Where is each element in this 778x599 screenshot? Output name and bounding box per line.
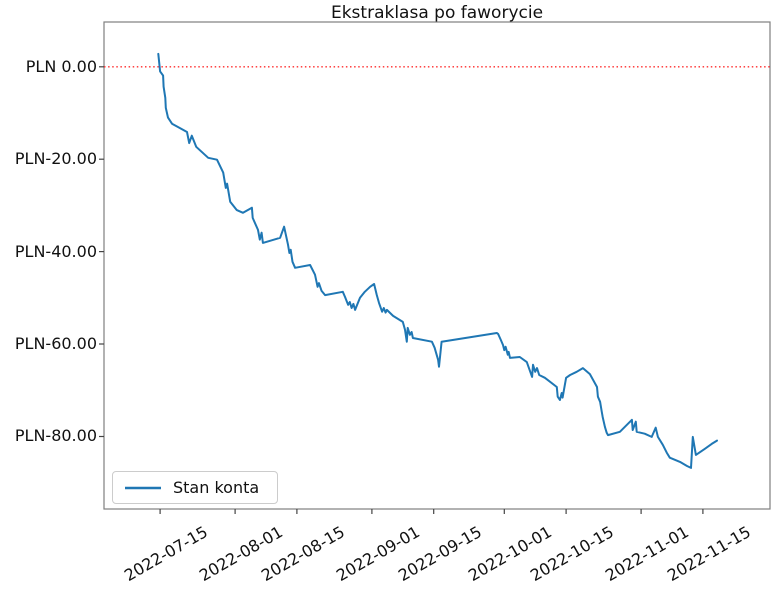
y-tick-label-4: PLN-80.00: [14, 426, 97, 446]
y-tick-label-1: PLN-20.00: [14, 149, 97, 169]
legend: Stan konta: [112, 471, 278, 504]
chart-title: Ekstraklasa po faworycie: [330, 3, 544, 23]
y-tick-label-0: PLN 0.00: [25, 56, 97, 76]
legend-label: Stan konta: [173, 478, 260, 497]
legend-line-swatch: [125, 486, 161, 489]
y-tick-label-2: PLN-40.00: [14, 241, 97, 261]
y-tick-label-3: PLN-60.00: [14, 334, 97, 354]
